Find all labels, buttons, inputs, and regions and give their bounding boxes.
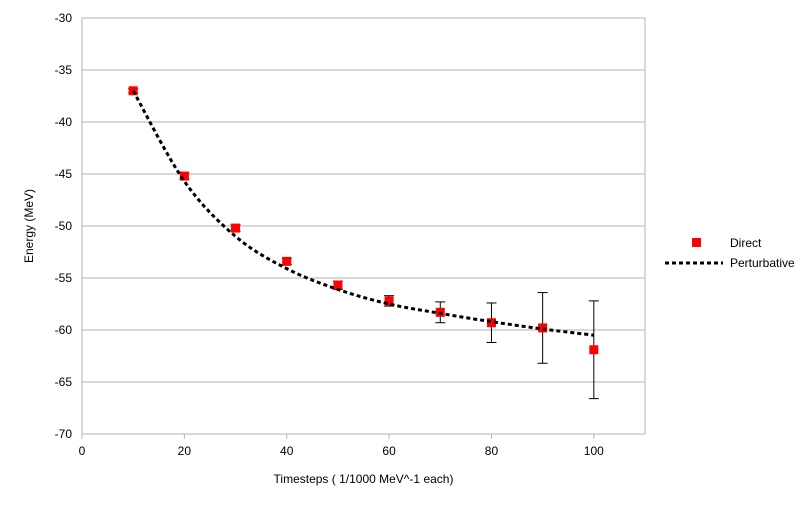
direct-point-group	[588, 300, 599, 400]
direct-point-group	[179, 171, 190, 181]
y-tick-label: -30	[55, 11, 73, 25]
plot-frame	[81, 17, 646, 435]
plot-series	[128, 86, 599, 400]
direct-point	[384, 296, 394, 306]
y-tick-label: -35	[55, 63, 73, 77]
legend-marker-direct	[692, 238, 701, 247]
x-tick-label: 40	[280, 444, 294, 458]
legend-label-direct: Direct	[730, 236, 762, 250]
direct-point	[179, 171, 189, 181]
axes	[81, 17, 646, 439]
x-axis-label: Timesteps ( 1/1000 MeV^-1 each)	[274, 472, 454, 486]
x-tick-label: 80	[485, 444, 499, 458]
x-tick-label: 100	[584, 444, 604, 458]
y-tick-label: -60	[55, 323, 73, 337]
direct-point-group	[281, 256, 292, 266]
x-tick-label: 20	[178, 444, 192, 458]
y-axis-label: Energy (MeV)	[22, 189, 36, 263]
direct-point	[231, 223, 241, 233]
y-tick-label: -65	[55, 375, 73, 389]
y-tick-label: -40	[55, 115, 73, 129]
direct-point	[486, 318, 496, 328]
x-tick-label: 0	[79, 444, 86, 458]
y-tick-label: -45	[55, 167, 73, 181]
y-tick-label: -70	[55, 427, 73, 441]
legend: Direct Perturbative	[665, 236, 795, 270]
direct-point-group	[486, 302, 497, 343]
x-tick-labels: 0 20 40 60 80 100	[79, 444, 604, 458]
perturbative-line	[131, 90, 594, 337]
y-tick-labels: -30 -35 -40 -45 -50 -55 -60 -65 -70	[55, 11, 73, 441]
direct-point	[589, 345, 599, 355]
direct-point-group	[230, 223, 241, 233]
direct-point	[333, 280, 343, 290]
grid	[82, 17, 645, 435]
y-tick-label: -55	[55, 271, 73, 285]
y-tick-label: -50	[55, 219, 73, 233]
direct-point	[282, 256, 292, 266]
x-tick-label: 60	[382, 444, 396, 458]
legend-label-perturbative: Perturbative	[730, 256, 795, 270]
